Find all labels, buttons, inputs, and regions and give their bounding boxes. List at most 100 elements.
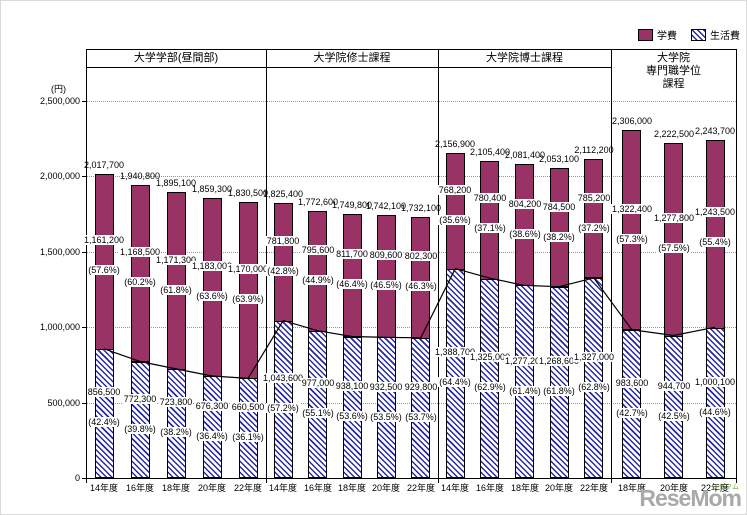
section-header-line: 専門職学位 <box>646 65 701 77</box>
bar-tuition-segment <box>550 168 569 287</box>
bar-living-segment <box>584 278 603 478</box>
x-axis-year-label: 16年度 <box>475 483 504 493</box>
bar-living-segment <box>411 338 430 478</box>
watermark-brand: ReseMom <box>639 485 742 511</box>
bar-tuition-segment <box>95 174 114 350</box>
x-axis-line <box>86 478 737 479</box>
bar-living-segment <box>95 349 114 478</box>
section-header-line: 大学院博士課程 <box>486 52 563 64</box>
x-axis-year-label: 16年度 <box>303 483 332 493</box>
legend: 学費 生活費 <box>638 27 740 42</box>
header-underline <box>86 67 611 68</box>
x-axis-year-label: 18年度 <box>337 483 366 493</box>
x-axis-year-label: 18年度 <box>617 483 646 493</box>
x-axis-tick <box>266 479 267 483</box>
x-axis-tick <box>438 479 439 483</box>
x-axis-year-label: 20年度 <box>371 483 400 493</box>
section-header-line: 大学学部(昼間部) <box>133 52 219 64</box>
bar-living-segment <box>480 278 499 478</box>
watermark-kana: リセマム <box>711 484 739 491</box>
bar-tuition-segment <box>131 185 150 362</box>
bar-living-segment <box>706 327 725 478</box>
bar-tuition-segment <box>308 211 327 332</box>
x-axis-tick <box>736 479 737 483</box>
tuition-swatch-icon <box>638 28 653 41</box>
y-axis-tick <box>82 252 86 253</box>
y-axis-line <box>86 49 87 478</box>
bar-living-segment <box>622 330 641 478</box>
gridline <box>87 176 736 177</box>
bar-tuition-segment <box>167 192 186 370</box>
bar-tuition-segment <box>480 161 499 280</box>
bar-tuition-segment <box>203 198 222 377</box>
y-axis-tick-label: 1,500,000 <box>39 247 80 257</box>
bar-tuition-segment <box>664 143 683 337</box>
bar-tuition-segment <box>239 202 258 379</box>
bar-living-segment <box>203 376 222 478</box>
section-header: 大学院修士課程 <box>266 52 438 65</box>
bar-tuition-segment <box>274 203 293 322</box>
x-axis-year-label: 20年度 <box>197 483 226 493</box>
y-axis-tick-label: 2,500,000 <box>39 96 80 106</box>
y-axis-tick <box>82 101 86 102</box>
bar-tuition-segment <box>411 217 430 339</box>
section-header: 大学学部(昼間部) <box>86 52 266 65</box>
x-axis-tick <box>611 479 612 483</box>
bar-living-segment <box>377 337 396 478</box>
y-axis-tick-label: 2,000,000 <box>39 171 80 181</box>
x-axis-year-label: 22年度 <box>579 483 608 493</box>
legend-label-living: 生活費 <box>710 31 740 42</box>
y-axis-tick <box>82 327 86 328</box>
y-axis-unit-label: (円) <box>51 84 66 94</box>
bar-tuition-segment <box>584 159 603 278</box>
section-header-line: 大学院 <box>657 52 690 64</box>
bar-tuition-segment <box>706 140 725 329</box>
x-axis-year-label: 14年度 <box>89 483 118 493</box>
x-axis-year-label: 22年度 <box>233 483 262 493</box>
plot-frame-right <box>736 49 737 478</box>
bar-living-segment <box>308 331 327 478</box>
living-swatch-icon <box>691 28 706 41</box>
bar-living-segment <box>239 378 258 478</box>
y-axis-tick-label: 0 <box>74 473 80 483</box>
y-axis-tick <box>82 403 86 404</box>
bar-living-segment <box>446 269 465 478</box>
bar-tuition-segment <box>515 164 534 286</box>
x-axis-year-label: 20年度 <box>544 483 573 493</box>
bar-living-segment <box>343 337 362 478</box>
x-axis-year-label: 14年度 <box>268 483 297 493</box>
x-axis-year-label: 14年度 <box>440 483 469 493</box>
bar-living-segment <box>550 287 569 478</box>
bar-living-segment <box>167 369 186 478</box>
bar-living-segment <box>131 362 150 478</box>
x-axis-year-label: 20年度 <box>659 483 688 493</box>
bar-tuition-segment <box>446 153 465 270</box>
section-header: 大学院 専門職学位 課程 <box>611 52 736 91</box>
x-axis-year-label: 16年度 <box>125 483 154 493</box>
legend-label-tuition: 学費 <box>657 31 677 42</box>
legend-item-living: 生活費 <box>691 27 740 42</box>
x-axis-year-label: 22年度 <box>406 483 435 493</box>
section-header-line: 課程 <box>662 78 685 90</box>
section-header: 大学院博士課程 <box>438 52 611 65</box>
x-axis-year-label: 18年度 <box>510 483 539 493</box>
x-axis-tick <box>86 479 87 483</box>
y-axis-tick-label: 1,000,000 <box>39 322 80 332</box>
bar-living-segment <box>274 321 293 478</box>
x-axis-year-label: 18年度 <box>161 483 190 493</box>
section-divider <box>611 49 612 478</box>
section-divider <box>438 49 439 478</box>
plot-frame-top <box>86 49 737 50</box>
bar-living-segment <box>515 285 534 478</box>
section-divider <box>266 49 267 478</box>
bar-tuition-segment <box>622 130 641 330</box>
section-header-line: 大学院修士課程 <box>313 52 391 64</box>
resemom-watermark: ReseMom リセマム <box>639 484 742 512</box>
y-axis-tick-label: 500,000 <box>47 398 80 408</box>
y-axis-tick <box>82 176 86 177</box>
y-axis-tick <box>82 478 86 479</box>
bar-tuition-segment <box>377 215 396 338</box>
gridline <box>87 101 736 102</box>
